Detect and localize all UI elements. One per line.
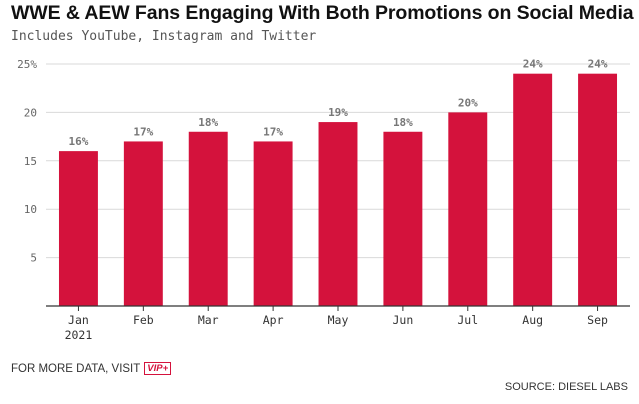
data-label: 18%	[198, 116, 218, 129]
bar	[253, 141, 293, 306]
y-tick-label: 25%	[17, 58, 37, 71]
more-data-text: FOR MORE DATA, VISIT	[11, 362, 141, 375]
bar	[513, 73, 553, 307]
x-tick-label: Mar	[198, 313, 219, 327]
data-label: 16%	[69, 135, 89, 148]
more-data-note: FOR MORE DATA, VISIT VIP+	[11, 362, 172, 375]
data-label: 24%	[588, 58, 608, 71]
x-tick-label: Jul	[457, 313, 478, 327]
data-label: 18%	[393, 116, 413, 129]
x-tick-label: Apr	[263, 313, 284, 327]
x-tick-label: Jan	[68, 313, 89, 327]
x-tick-label: May	[328, 313, 349, 327]
y-tick-label: 20	[24, 106, 37, 119]
bar	[578, 73, 618, 307]
bar	[448, 112, 488, 307]
bar	[318, 122, 358, 306]
data-label: 17%	[133, 125, 153, 138]
y-tick-label: 5	[30, 252, 37, 265]
source-note: SOURCE: DIESEL LABS	[504, 381, 628, 393]
x-tick-label: Sep	[587, 313, 608, 327]
data-label: 20%	[458, 96, 478, 109]
y-tick-label: 15	[24, 155, 37, 168]
x-tick-label: Jun	[392, 313, 413, 327]
x-tick-label: Aug	[522, 313, 543, 327]
vip-plus-link[interactable]: VIP+	[144, 362, 172, 375]
data-label: 24%	[523, 58, 543, 71]
bar	[188, 131, 228, 306]
x-tick-label: Feb	[133, 313, 154, 327]
x-tick-sublabel: 2021	[65, 328, 93, 342]
bar	[383, 131, 423, 306]
y-tick-label: 10	[24, 203, 37, 216]
bar	[58, 151, 98, 306]
chart-title: WWE & AEW Fans Engaging With Both Promot…	[11, 2, 634, 24]
data-label: 19%	[328, 106, 348, 119]
chart-subtitle: Includes YouTube, Instagram and Twitter	[11, 29, 317, 44]
bar	[123, 141, 163, 306]
data-label: 17%	[263, 125, 283, 138]
